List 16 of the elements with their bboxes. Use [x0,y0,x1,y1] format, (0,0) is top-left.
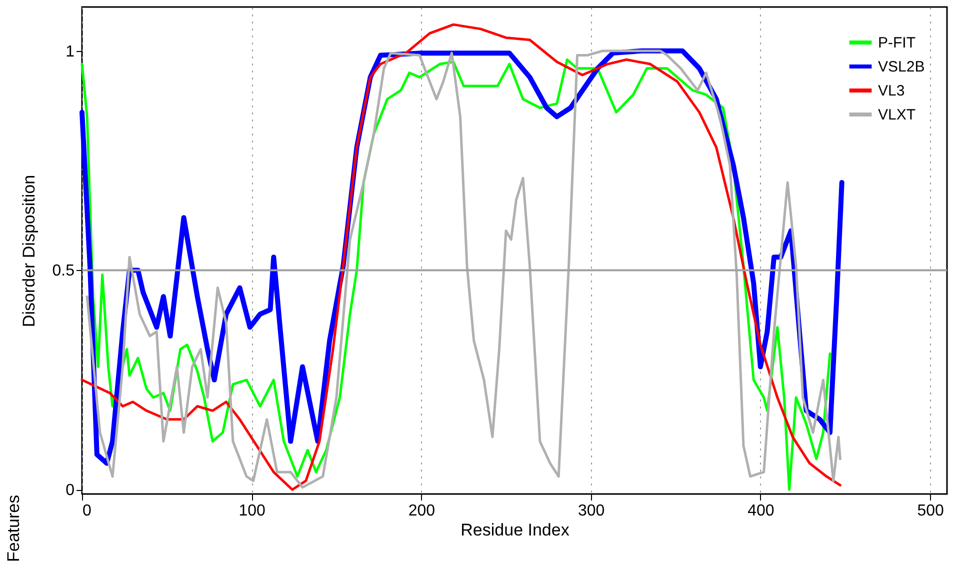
text: Features [4,494,23,562]
x-tick-label: 400 [748,502,774,520]
x-tick-label: 500 [917,502,944,520]
y-axis-title: Disorder Disposition [19,174,38,328]
x-tick-label: 300 [578,502,605,520]
x-tick-label: 100 [238,502,266,520]
x-axis-title: Residue Index [460,520,570,540]
x-tick-label: 200 [408,502,436,520]
legend-label: VL3 [878,82,905,100]
x-tick-label: 0 [82,502,92,520]
y-tick-label: 0.5 [52,262,75,280]
legend-label: P-FIT [878,34,916,52]
y-tick-label: 0 [66,482,75,500]
legend-label: VSL2B [878,58,925,76]
y-tick-label: 1 [66,43,75,60]
legend-label: VLXT [878,106,916,124]
